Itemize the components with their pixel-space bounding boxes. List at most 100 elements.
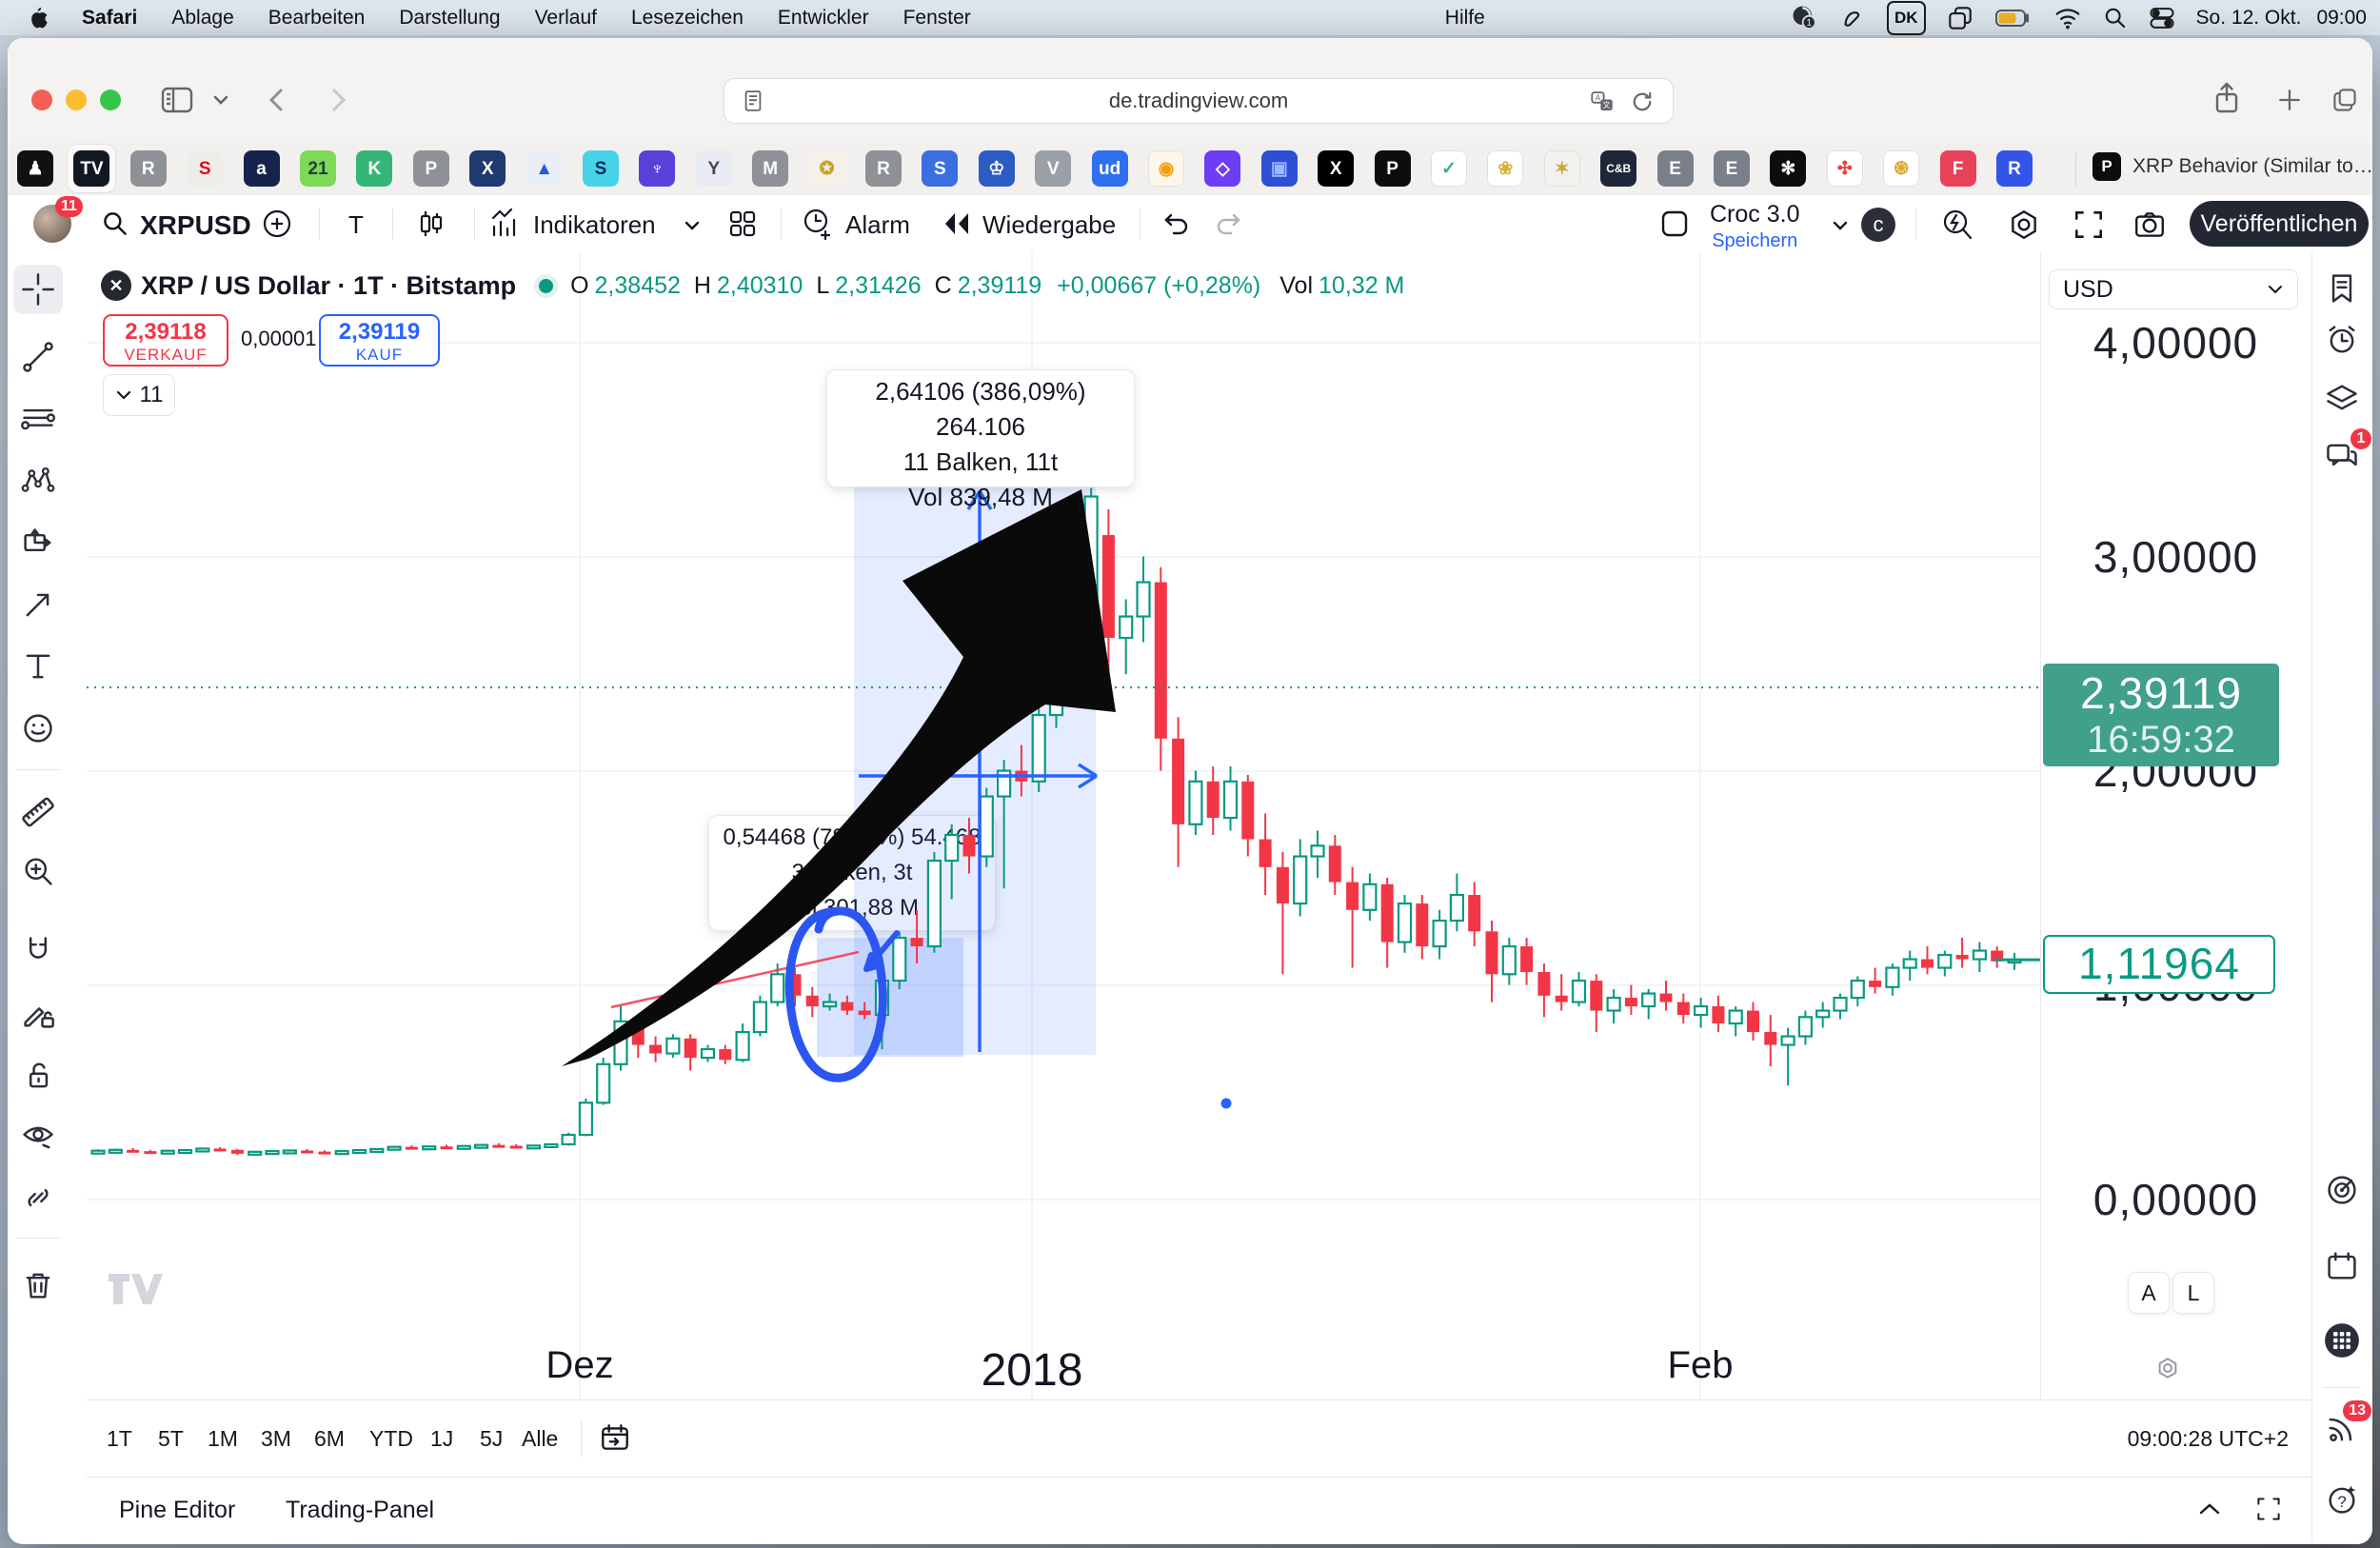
favicon[interactable]: ▲ bbox=[526, 150, 563, 187]
arrow-tool[interactable] bbox=[13, 580, 63, 629]
redo-icon[interactable] bbox=[1213, 209, 1245, 238]
favicon[interactable]: P bbox=[1374, 150, 1411, 187]
favicon[interactable]: K bbox=[356, 150, 393, 187]
link-tool[interactable] bbox=[13, 1173, 63, 1222]
alarm-icon[interactable] bbox=[800, 206, 834, 242]
favicon[interactable]: S bbox=[922, 150, 959, 187]
clock-utc[interactable]: 09:00:28 UTC+2 bbox=[2127, 1425, 2289, 1451]
zoom-in-tool[interactable] bbox=[13, 846, 63, 896]
footer-expand-icon[interactable] bbox=[2254, 1495, 2283, 1523]
menu-item-hilfe[interactable]: Hilfe bbox=[1444, 6, 1485, 29]
favicon[interactable]: ✣ bbox=[1826, 150, 1863, 187]
xabcd-pattern-tool[interactable] bbox=[13, 456, 63, 506]
text-tool[interactable] bbox=[13, 642, 63, 691]
alerts-icon[interactable] bbox=[2324, 322, 2360, 358]
tab-overview-icon[interactable] bbox=[2330, 86, 2359, 114]
apple-logo-icon[interactable] bbox=[27, 6, 48, 30]
range-button-6m[interactable]: 6M bbox=[314, 1425, 345, 1451]
menu-item-lesezeichen[interactable]: Lesezeichen bbox=[630, 6, 744, 29]
raycast-icon[interactable] bbox=[1839, 4, 1866, 32]
currency-select[interactable]: USD bbox=[2049, 269, 2298, 309]
menu-item-entwickler[interactable]: Entwickler bbox=[777, 6, 869, 29]
menu-item-fenster[interactable]: Fenster bbox=[902, 6, 971, 29]
favicon[interactable]: X bbox=[469, 150, 506, 187]
price-axis[interactable] bbox=[2040, 252, 2312, 1399]
favicon[interactable]: ♟ bbox=[17, 150, 53, 187]
wifi-icon[interactable] bbox=[2053, 4, 2082, 32]
range-button-3m[interactable]: 3M bbox=[261, 1425, 291, 1451]
buy-button[interactable]: 2,39119 KAUF bbox=[319, 314, 440, 367]
reload-icon[interactable] bbox=[1629, 89, 1656, 115]
remove-drawings-tool[interactable] bbox=[13, 1260, 63, 1310]
account-avatar[interactable]: c bbox=[1861, 208, 1895, 242]
symbol-search-icon[interactable] bbox=[101, 209, 129, 238]
symbol-title[interactable]: XRP / US Dollar · 1T · Bitstamp bbox=[141, 270, 517, 300]
indicators-chevron-icon[interactable] bbox=[682, 217, 703, 234]
dk-menu-icon[interactable]: DK bbox=[1886, 0, 1926, 35]
layout-name-block[interactable]: Croc 3.0 Speichern bbox=[1710, 201, 1799, 252]
favicon[interactable]: ✪ bbox=[808, 150, 845, 187]
layout-grid-icon[interactable] bbox=[726, 208, 759, 240]
spotlight-icon[interactable] bbox=[2103, 4, 2128, 32]
apps-menu-icon[interactable] bbox=[2324, 1322, 2360, 1359]
help-icon[interactable]: ? bbox=[2324, 1481, 2360, 1518]
watchlist-icon[interactable] bbox=[2324, 270, 2360, 307]
trendline-tool[interactable] bbox=[13, 332, 63, 382]
new-tab-icon[interactable] bbox=[2275, 86, 2304, 114]
settings-icon[interactable] bbox=[2007, 208, 2041, 242]
object-tree-collapsed-button[interactable]: 11 bbox=[103, 374, 175, 416]
alarm-label[interactable]: Alarm bbox=[845, 210, 910, 239]
menu-item-darstellung[interactable]: Darstellung bbox=[399, 6, 501, 29]
menu-item-verlauf[interactable]: Verlauf bbox=[534, 6, 597, 29]
sell-button[interactable]: 2,39118 VERKAUF bbox=[103, 314, 228, 367]
symbol-search-input[interactable]: XRPUSD bbox=[140, 210, 251, 240]
indicators-icon[interactable] bbox=[489, 208, 522, 240]
footer-collapse-icon[interactable] bbox=[2195, 1497, 2224, 1521]
lock-all-tool[interactable] bbox=[13, 1051, 63, 1101]
favicon[interactable]: X bbox=[1318, 150, 1355, 187]
favicon[interactable]: 21 bbox=[300, 150, 336, 187]
chart-legend[interactable]: ✕ XRP / US Dollar · 1T · Bitstamp O 2,384… bbox=[101, 270, 1404, 301]
undo-icon[interactable] bbox=[1160, 209, 1192, 238]
horizontal-lines-tool[interactable] bbox=[13, 394, 63, 444]
pane-settings-gear-icon[interactable] bbox=[2153, 1354, 2182, 1382]
range-button-1j[interactable]: 1J bbox=[430, 1425, 454, 1451]
market-status-dot[interactable] bbox=[539, 278, 554, 293]
price-chart[interactable] bbox=[87, 252, 2040, 1399]
favicon[interactable]: ♆ bbox=[639, 150, 676, 187]
favicon[interactable]: ✻ bbox=[1770, 150, 1807, 187]
favicon[interactable]: Y bbox=[695, 150, 732, 187]
control-center-icon[interactable] bbox=[2149, 4, 2175, 32]
favicon[interactable]: P bbox=[412, 150, 449, 187]
replay-label[interactable]: Wiedergabe bbox=[982, 210, 1117, 239]
reader-icon[interactable] bbox=[740, 88, 766, 114]
alert-price-label[interactable]: 1,11964 bbox=[2043, 935, 2275, 994]
compare-add-icon[interactable] bbox=[261, 208, 293, 240]
replay-icon[interactable] bbox=[941, 209, 973, 238]
sidebar-toggle-icon[interactable] bbox=[160, 84, 194, 116]
auto-scale-button[interactable]: A bbox=[2128, 1272, 2170, 1314]
range-button-5t[interactable]: 5T bbox=[158, 1425, 184, 1451]
favicon[interactable]: ֍ bbox=[1883, 150, 1920, 187]
range-button-1m[interactable]: 1M bbox=[208, 1425, 238, 1451]
emoji-tool[interactable] bbox=[13, 704, 63, 753]
favicon[interactable]: E bbox=[1714, 150, 1750, 187]
range-button-5j[interactable]: 5J bbox=[480, 1425, 504, 1451]
calendar-icon[interactable] bbox=[2324, 1248, 2360, 1284]
favicon[interactable]: ✶ bbox=[1543, 150, 1580, 187]
indicators-label[interactable]: Indikatoren bbox=[533, 210, 656, 239]
range-button-ytd[interactable]: YTD bbox=[369, 1425, 413, 1451]
favicon[interactable]: R bbox=[1996, 150, 2033, 187]
sidebar-chevron-icon[interactable] bbox=[211, 92, 230, 108]
publish-button[interactable]: Veröffentlichen bbox=[2190, 201, 2369, 247]
crosshair-tool[interactable] bbox=[13, 265, 63, 314]
forecast-tool[interactable] bbox=[13, 518, 63, 567]
menu-item-safari[interactable]: Safari bbox=[82, 6, 138, 29]
favicon[interactable]: ▣ bbox=[1260, 150, 1298, 187]
layout-chevron-icon[interactable] bbox=[1830, 217, 1851, 234]
favicon[interactable]: ud bbox=[1091, 150, 1128, 187]
minimize-window-button[interactable] bbox=[66, 89, 87, 110]
favicon[interactable]: ❀ bbox=[1487, 150, 1524, 187]
